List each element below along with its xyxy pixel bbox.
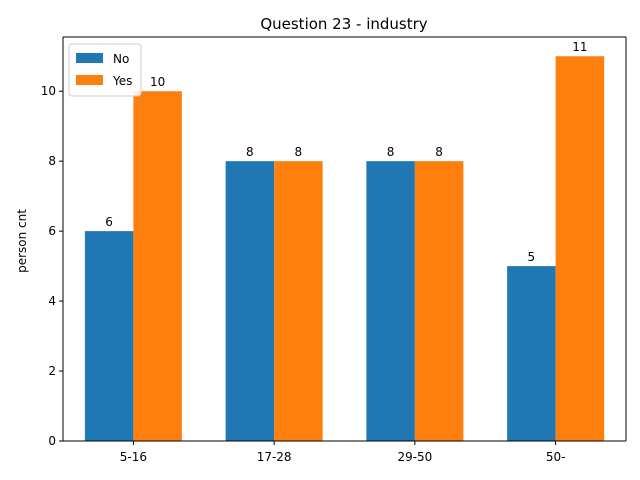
legend-box xyxy=(68,43,142,97)
y-tick-label-0: 0 xyxy=(48,434,56,448)
legend-label-no: No xyxy=(113,52,129,66)
data-label-yes-1: 8 xyxy=(295,145,303,159)
legend-swatch-yes xyxy=(76,75,103,85)
legend-label-yes: Yes xyxy=(112,74,132,88)
y-tick-label-4: 4 xyxy=(48,294,56,308)
x-tick-label-3: 50- xyxy=(546,450,566,464)
data-label-no-0: 6 xyxy=(105,215,113,229)
bar-yes-3 xyxy=(555,56,605,442)
bar-yes-2 xyxy=(414,161,464,442)
legend-swatch-no xyxy=(76,53,103,63)
data-label-yes-2: 8 xyxy=(435,145,443,159)
legend: No Yes xyxy=(68,43,142,97)
x-tick-label-1: 17-28 xyxy=(257,450,292,464)
data-label-no-1: 8 xyxy=(246,145,254,159)
y-tick-label-6: 6 xyxy=(48,224,56,238)
plot-area: 6 8 8 5 10 8 8 11 0 2 4 6 8 10 5-16 17-28 29-50 50- xyxy=(41,36,627,464)
bar-no-1 xyxy=(225,161,275,442)
chart-title: Question 23 - industry xyxy=(260,15,427,33)
bar-yes-1 xyxy=(274,161,323,442)
y-tick-label-2: 2 xyxy=(48,364,56,378)
x-tick-label-0: 5-16 xyxy=(120,450,147,464)
bar-no-0 xyxy=(84,231,134,441)
data-label-yes-0: 10 xyxy=(150,75,165,89)
y-axis-label: person cnt xyxy=(15,209,29,273)
bar-yes-0 xyxy=(133,91,182,441)
data-label-no-3: 5 xyxy=(528,250,536,264)
bar-no-3 xyxy=(507,266,556,441)
y-tick-label-10: 10 xyxy=(41,84,56,98)
bar-no-2 xyxy=(366,161,415,442)
x-tick-label-2: 29-50 xyxy=(397,450,432,464)
data-label-yes-3: 11 xyxy=(572,40,587,54)
y-tick-label-8: 8 xyxy=(48,154,56,168)
data-label-no-2: 8 xyxy=(387,145,395,159)
